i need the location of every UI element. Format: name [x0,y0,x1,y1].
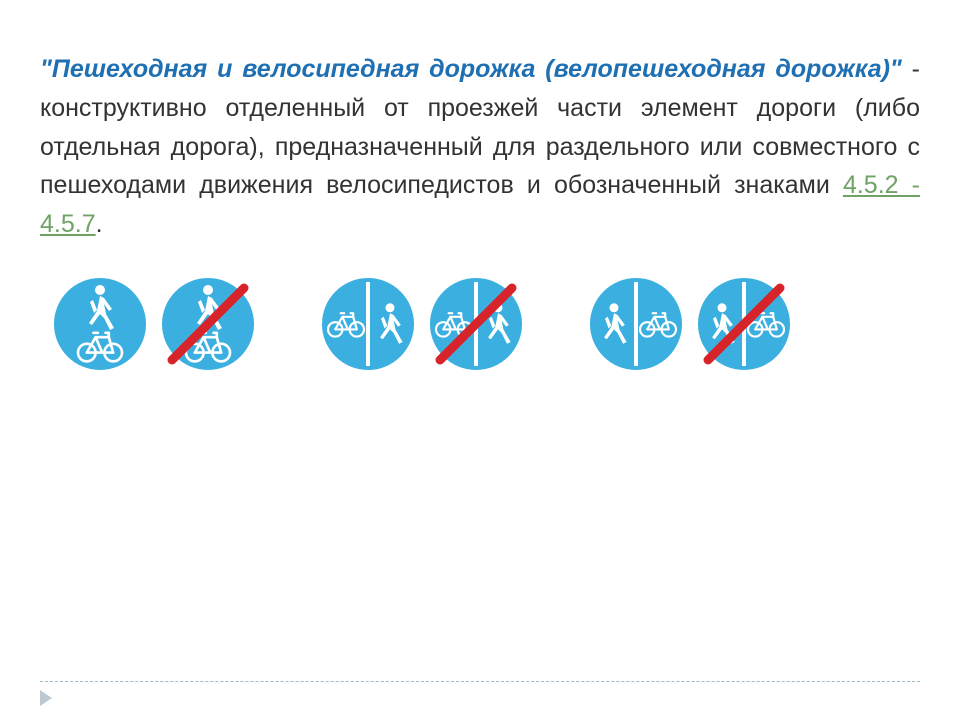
sign-group-split-ped-bike [586,274,794,374]
sign-4-5-3 [158,274,258,374]
sign-group-split-bike-ped [318,274,526,374]
signs-row [40,274,920,374]
sign-4-5-7 [694,274,794,374]
definition-paragraph: "Пешеходная и велосипедная дорожка (вело… [40,50,920,244]
sign-4-5-5 [426,274,526,374]
footer-divider [40,681,920,682]
sign-4-5-2 [50,274,150,374]
sign-4-5-4 [318,274,418,374]
term-title: "Пешеходная и велосипедная дорожка (вело… [40,55,902,83]
body-text-2: . [96,210,103,238]
sign-4-5-6 [586,274,686,374]
footer-marker-icon [40,690,52,706]
sign-group-stacked [50,274,258,374]
